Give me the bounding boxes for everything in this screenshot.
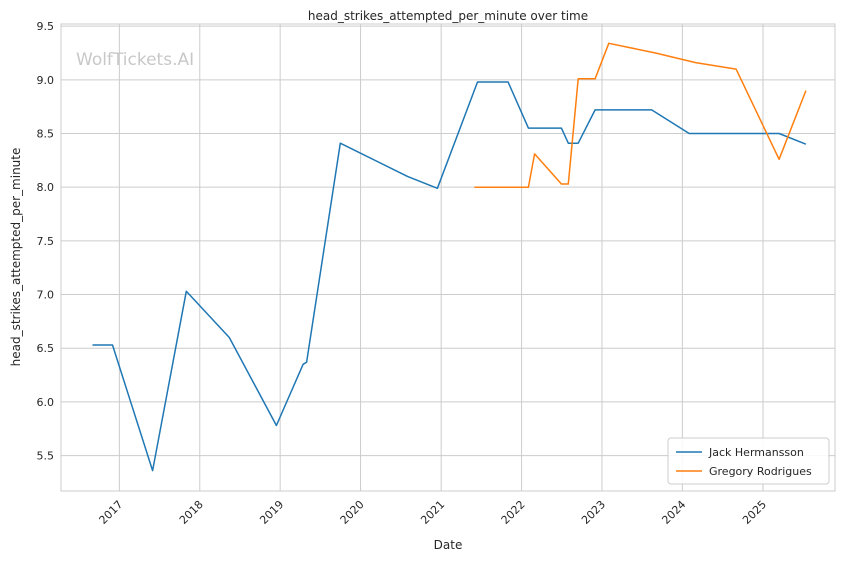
y-tick-label: 6.5: [37, 342, 55, 355]
y-tick-label: 6.0: [37, 396, 55, 409]
x-tick-label: 2022: [499, 498, 528, 527]
x-tick-label: 2021: [418, 498, 447, 527]
legend: Jack Hermansson Gregory Rodrigues: [667, 437, 830, 485]
y-tick-label: 7.5: [37, 235, 55, 248]
y-ticks: 5.5 6.0 6.5 7.0 7.5 8.0 8.5 9.0 9.5: [37, 20, 55, 462]
x-tick-label: 2024: [659, 498, 688, 527]
y-tick-label: 9.5: [37, 20, 55, 33]
x-ticks: 2017 2018 2019 2020 2021 2022 2023 2024 2025: [96, 498, 769, 527]
watermark: WolfTickets.AI: [76, 50, 194, 70]
x-tick-label: 2019: [257, 498, 286, 527]
y-axis-label: head_strikes_attempted_per_minute: [9, 148, 23, 367]
y-tick-label: 7.0: [37, 289, 55, 302]
legend-label-1: Jack Hermansson: [708, 446, 804, 459]
x-tick-label: 2023: [579, 498, 608, 527]
series-layer: [92, 42, 807, 472]
x-tick-label: 2020: [338, 498, 367, 527]
x-tick-label: 2018: [177, 498, 206, 527]
plot-background: [60, 23, 836, 492]
chart-title: head_strikes_attempted_per_minute over t…: [308, 9, 588, 23]
y-tick-label: 8.5: [37, 128, 55, 141]
x-tick-label: 2017: [96, 498, 125, 527]
y-tick-label: 8.0: [37, 181, 55, 194]
legend-box: [667, 437, 830, 485]
y-tick-label: 9.0: [37, 74, 55, 87]
series-line-2: [474, 42, 807, 188]
legend-label-2: Gregory Rodrigues: [709, 465, 812, 478]
y-tick-label: 5.5: [37, 450, 55, 463]
x-axis-label: Date: [434, 538, 463, 552]
series-line-1: [92, 81, 807, 472]
x-tick-label: 2025: [740, 498, 769, 527]
grid: [61, 24, 835, 491]
